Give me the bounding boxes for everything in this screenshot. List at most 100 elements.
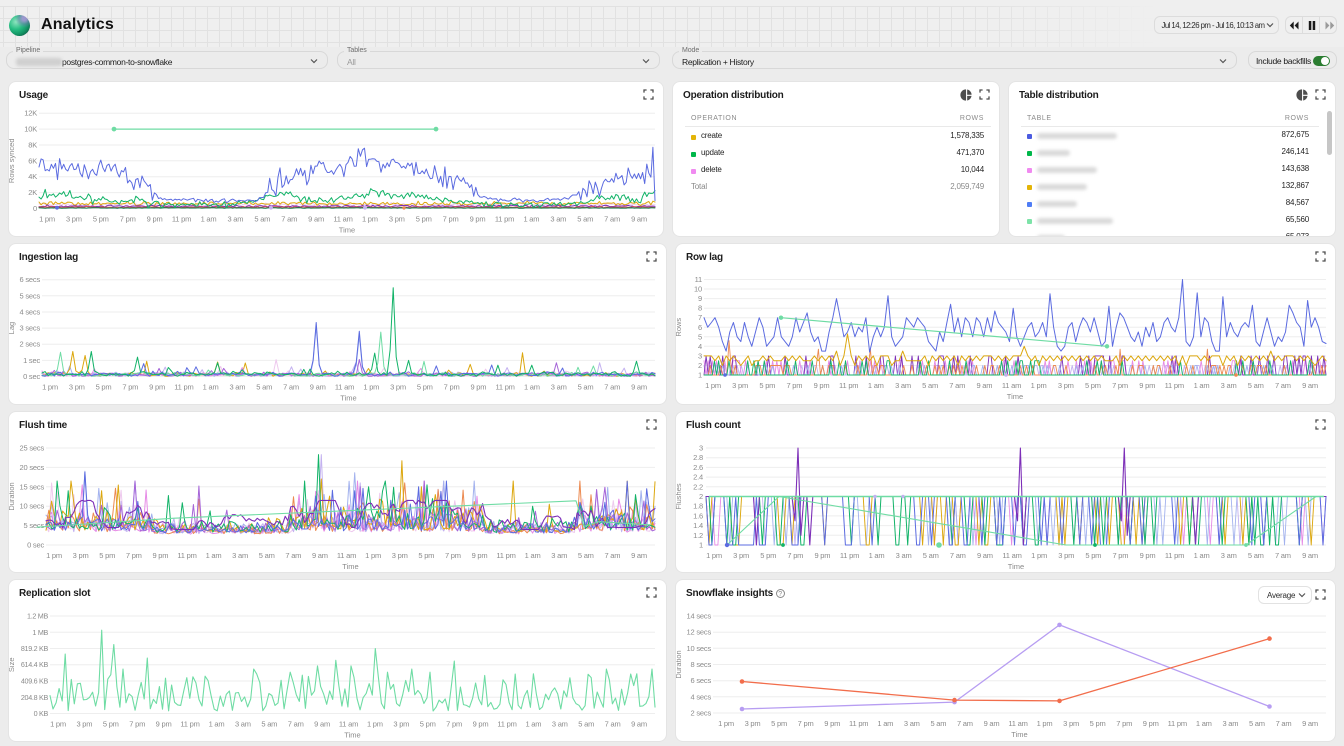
svg-text:11 am: 11 am (1002, 551, 1021, 560)
svg-text:3 am: 3 am (895, 381, 911, 390)
svg-text:9 am: 9 am (976, 381, 992, 390)
svg-text:7 am: 7 am (1276, 719, 1292, 728)
svg-text:12K: 12K (24, 109, 37, 118)
svg-text:9 pm: 9 pm (470, 383, 486, 392)
svg-text:7 pm: 7 pm (446, 720, 462, 729)
svg-text:7 am: 7 am (281, 215, 297, 224)
svg-text:5 pm: 5 pm (103, 720, 119, 729)
svg-text:7 am: 7 am (604, 383, 620, 392)
svg-text:3 am: 3 am (1221, 551, 1237, 560)
svg-text:9 am: 9 am (631, 551, 647, 560)
svg-text:1 pm: 1 pm (718, 719, 734, 728)
svg-text:1 am: 1 am (525, 551, 541, 560)
svg-text:5 pm: 5 pm (759, 381, 775, 390)
svg-text:2.4: 2.4 (693, 473, 703, 482)
svg-text:1 am: 1 am (877, 719, 893, 728)
svg-text:11 pm: 11 pm (495, 383, 514, 392)
svg-text:3 am: 3 am (235, 720, 251, 729)
svg-text:5 am: 5 am (922, 381, 938, 390)
svg-text:5 pm: 5 pm (1085, 381, 1101, 390)
svg-text:2.2: 2.2 (693, 482, 703, 491)
svg-text:7 pm: 7 pm (129, 720, 145, 729)
svg-text:11 pm: 11 pm (497, 720, 516, 729)
svg-text:1 MB: 1 MB (32, 628, 48, 637)
svg-text:1 am: 1 am (209, 720, 225, 729)
svg-text:7 pm: 7 pm (120, 215, 136, 224)
svg-text:11 am: 11 am (337, 551, 356, 560)
svg-text:3 am: 3 am (896, 551, 912, 560)
svg-text:11 am: 11 am (335, 383, 354, 392)
svg-text:12 secs: 12 secs (687, 628, 712, 637)
svg-text:1: 1 (699, 541, 703, 550)
svg-text:1: 1 (698, 371, 702, 380)
svg-text:3 pm: 3 pm (73, 551, 89, 560)
svg-text:7 pm: 7 pm (787, 551, 803, 560)
svg-text:2.6: 2.6 (693, 463, 703, 472)
svg-text:2K: 2K (28, 188, 37, 197)
svg-text:7 pm: 7 pm (1112, 381, 1128, 390)
svg-text:1 am: 1 am (525, 720, 541, 729)
svg-text:Time: Time (342, 562, 358, 571)
svg-text:9 am: 9 am (1302, 381, 1318, 390)
svg-text:5: 5 (698, 332, 702, 341)
svg-text:5 pm: 5 pm (1085, 551, 1101, 560)
svg-text:3 am: 3 am (1221, 381, 1237, 390)
svg-text:409.6 KB: 409.6 KB (21, 677, 49, 686)
svg-text:4 secs: 4 secs (20, 308, 41, 317)
svg-text:1.4: 1.4 (693, 521, 703, 530)
svg-text:5 pm: 5 pm (1090, 719, 1106, 728)
svg-text:Duration: Duration (676, 650, 683, 678)
svg-text:3 pm: 3 pm (745, 719, 761, 728)
svg-text:1 pm: 1 pm (50, 720, 66, 729)
svg-text:0 KB: 0 KB (34, 709, 49, 718)
svg-text:2: 2 (698, 361, 702, 370)
svg-text:25 secs: 25 secs (20, 444, 45, 453)
svg-text:3 am: 3 am (1222, 719, 1238, 728)
svg-text:5 pm: 5 pm (417, 383, 433, 392)
svg-text:9: 9 (698, 294, 702, 303)
svg-text:Flushes: Flushes (676, 483, 683, 510)
svg-text:9 pm: 9 pm (1140, 551, 1156, 560)
svg-text:9 am: 9 am (631, 720, 647, 729)
svg-text:5 am: 5 am (261, 720, 277, 729)
svg-text:0: 0 (33, 204, 37, 213)
svg-text:5 am: 5 am (254, 215, 270, 224)
svg-text:1 pm: 1 pm (363, 383, 379, 392)
svg-text:11 pm: 11 pm (174, 383, 193, 392)
svg-text:3 secs: 3 secs (20, 324, 41, 333)
svg-text:1 am: 1 am (1194, 381, 1210, 390)
svg-text:5 am: 5 am (578, 720, 594, 729)
svg-text:8: 8 (698, 304, 702, 313)
svg-text:10 secs: 10 secs (687, 644, 712, 653)
svg-text:11 pm: 11 pm (180, 720, 199, 729)
svg-text:Time: Time (1008, 562, 1024, 571)
svg-text:8 secs: 8 secs (691, 660, 712, 669)
svg-text:11 pm: 11 pm (496, 551, 515, 560)
svg-text:3 am: 3 am (227, 215, 243, 224)
svg-text:10K: 10K (24, 125, 37, 134)
svg-text:11 pm: 11 pm (495, 215, 514, 224)
svg-text:9 pm: 9 pm (156, 720, 172, 729)
svg-text:0 sec: 0 sec (27, 541, 44, 550)
svg-text:1.2 MB: 1.2 MB (27, 612, 48, 621)
svg-text:Duration: Duration (9, 482, 16, 510)
svg-text:7 am: 7 am (1275, 551, 1291, 560)
svg-text:5 am: 5 am (1249, 719, 1265, 728)
svg-text:7 pm: 7 pm (443, 215, 459, 224)
svg-text:1 pm: 1 pm (46, 551, 62, 560)
svg-text:3 pm: 3 pm (66, 215, 82, 224)
svg-text:5 am: 5 am (256, 383, 272, 392)
svg-text:7 pm: 7 pm (126, 551, 142, 560)
svg-text:7 am: 7 am (1275, 381, 1291, 390)
svg-text:7 am: 7 am (949, 381, 965, 390)
svg-text:9 pm: 9 pm (824, 719, 840, 728)
svg-text:5 secs: 5 secs (20, 291, 41, 300)
svg-text:6K: 6K (28, 156, 37, 165)
svg-text:3: 3 (699, 444, 703, 453)
svg-text:Size: Size (9, 658, 16, 673)
svg-text:7 pm: 7 pm (445, 551, 461, 560)
svg-text:9 am: 9 am (631, 383, 647, 392)
svg-text:1 am: 1 am (203, 383, 219, 392)
svg-text:Time: Time (344, 731, 360, 740)
svg-text:9 pm: 9 pm (147, 215, 163, 224)
